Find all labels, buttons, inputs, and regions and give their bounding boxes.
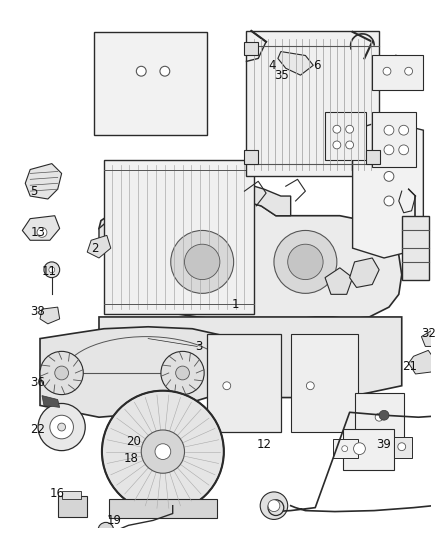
- Polygon shape: [227, 398, 276, 417]
- Circle shape: [405, 67, 413, 75]
- Circle shape: [55, 366, 68, 380]
- Circle shape: [383, 67, 391, 75]
- Circle shape: [223, 382, 231, 390]
- Polygon shape: [366, 150, 380, 164]
- Circle shape: [38, 403, 85, 450]
- Bar: [109, 499, 217, 519]
- Polygon shape: [99, 181, 291, 238]
- Circle shape: [141, 430, 184, 473]
- Polygon shape: [99, 196, 402, 319]
- Polygon shape: [87, 236, 111, 258]
- Circle shape: [274, 230, 337, 293]
- Circle shape: [260, 492, 288, 520]
- Bar: [94, 32, 207, 135]
- Polygon shape: [40, 327, 254, 417]
- Circle shape: [353, 443, 365, 455]
- Text: 1: 1: [232, 297, 239, 311]
- Circle shape: [268, 500, 280, 512]
- Text: 36: 36: [30, 376, 45, 389]
- Bar: [247, 31, 379, 176]
- Circle shape: [184, 244, 220, 280]
- Bar: [394, 437, 412, 458]
- Polygon shape: [244, 150, 258, 164]
- Circle shape: [44, 262, 60, 278]
- Polygon shape: [350, 258, 379, 287]
- Circle shape: [375, 413, 383, 421]
- Bar: [291, 334, 357, 432]
- Circle shape: [333, 141, 341, 149]
- Bar: [333, 439, 357, 458]
- Circle shape: [384, 125, 394, 135]
- Text: 22: 22: [30, 423, 45, 435]
- Polygon shape: [99, 317, 402, 398]
- Circle shape: [346, 141, 353, 149]
- Polygon shape: [353, 120, 424, 258]
- Text: 4: 4: [268, 59, 276, 72]
- Polygon shape: [40, 307, 60, 324]
- Circle shape: [399, 125, 409, 135]
- Circle shape: [379, 410, 389, 420]
- Text: 16: 16: [50, 487, 65, 500]
- Polygon shape: [244, 42, 258, 55]
- Text: 19: 19: [107, 514, 122, 527]
- Bar: [237, 415, 276, 430]
- Bar: [58, 496, 87, 518]
- Circle shape: [399, 145, 409, 155]
- Polygon shape: [278, 52, 313, 75]
- Text: 2: 2: [91, 241, 99, 255]
- Circle shape: [161, 351, 204, 394]
- Circle shape: [176, 366, 189, 380]
- Bar: [62, 491, 81, 499]
- Text: 3: 3: [195, 340, 203, 353]
- Circle shape: [50, 415, 74, 439]
- Circle shape: [40, 351, 83, 394]
- Circle shape: [136, 66, 146, 76]
- Circle shape: [384, 145, 394, 155]
- Circle shape: [37, 228, 47, 237]
- Text: 11: 11: [42, 265, 57, 278]
- Polygon shape: [25, 164, 62, 199]
- Text: 18: 18: [124, 452, 138, 465]
- Bar: [354, 393, 404, 444]
- Circle shape: [333, 125, 341, 133]
- Circle shape: [102, 391, 224, 513]
- Text: 13: 13: [30, 226, 45, 239]
- Circle shape: [171, 230, 233, 293]
- Circle shape: [268, 500, 284, 515]
- Polygon shape: [325, 268, 353, 294]
- Text: 38: 38: [30, 304, 45, 318]
- Polygon shape: [409, 350, 435, 374]
- Text: 21: 21: [402, 360, 417, 373]
- Circle shape: [342, 446, 348, 451]
- Circle shape: [49, 267, 55, 273]
- Polygon shape: [104, 160, 254, 314]
- Text: 35: 35: [274, 69, 289, 82]
- Text: 32: 32: [421, 327, 436, 340]
- Circle shape: [58, 423, 66, 431]
- Text: 5: 5: [30, 184, 38, 198]
- Text: 20: 20: [127, 435, 141, 448]
- Circle shape: [346, 125, 353, 133]
- Polygon shape: [421, 330, 438, 346]
- Circle shape: [384, 172, 394, 181]
- Text: 6: 6: [313, 59, 321, 72]
- Circle shape: [98, 522, 114, 533]
- Polygon shape: [22, 216, 60, 240]
- Bar: [325, 112, 366, 160]
- Bar: [372, 55, 424, 90]
- Text: 39: 39: [376, 438, 391, 451]
- Bar: [343, 429, 394, 470]
- Circle shape: [160, 66, 170, 76]
- Bar: [207, 334, 281, 432]
- Text: 12: 12: [256, 438, 271, 451]
- Bar: [402, 216, 429, 280]
- Polygon shape: [42, 395, 60, 407]
- Circle shape: [307, 382, 314, 390]
- Bar: [372, 112, 417, 166]
- Circle shape: [155, 444, 171, 459]
- Circle shape: [384, 196, 394, 206]
- Circle shape: [398, 443, 406, 450]
- Circle shape: [288, 244, 323, 280]
